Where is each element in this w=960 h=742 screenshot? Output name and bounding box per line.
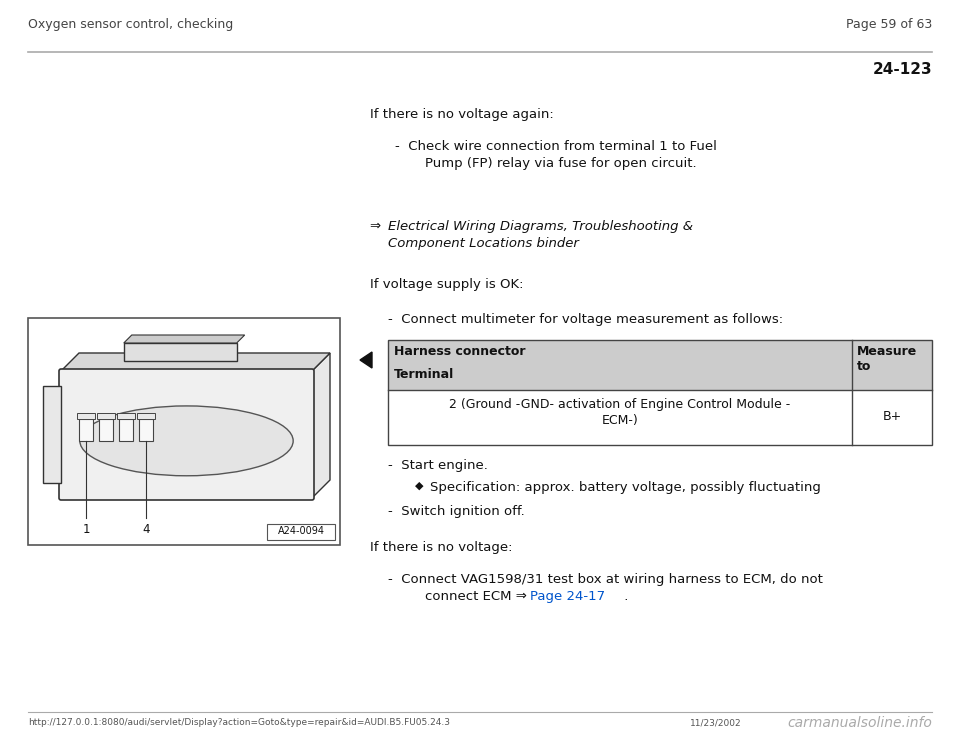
Bar xyxy=(28,318,340,545)
Text: http://127.0.0.1:8080/audi/servlet/Display?action=Goto&type=repair&id=AUDI.B5.FU: http://127.0.0.1:8080/audi/servlet/Displ… xyxy=(28,718,450,727)
Text: -  Connect VAG1598/31 test box at wiring harness to ECM, do not: - Connect VAG1598/31 test box at wiring … xyxy=(388,573,823,586)
Bar xyxy=(43,386,61,483)
Bar xyxy=(117,413,135,419)
Text: to: to xyxy=(857,360,872,373)
Text: Page 24-17: Page 24-17 xyxy=(530,590,605,603)
FancyBboxPatch shape xyxy=(59,369,314,500)
Text: connect ECM ⇒: connect ECM ⇒ xyxy=(425,590,531,603)
Text: If there is no voltage again:: If there is no voltage again: xyxy=(370,108,554,121)
Text: Component Locations binder: Component Locations binder xyxy=(388,237,579,250)
Text: B+: B+ xyxy=(882,410,901,424)
Bar xyxy=(79,419,93,441)
Text: Pump (FP) relay via fuse for open circuit.: Pump (FP) relay via fuse for open circui… xyxy=(425,157,697,170)
Text: Oxygen sensor control, checking: Oxygen sensor control, checking xyxy=(28,18,233,31)
Text: -  Connect multimeter for voltage measurement as follows:: - Connect multimeter for voltage measure… xyxy=(388,313,783,326)
Polygon shape xyxy=(312,353,330,498)
Text: 11/23/2002: 11/23/2002 xyxy=(690,718,742,727)
Text: ECM-): ECM-) xyxy=(602,414,638,427)
Bar xyxy=(267,524,335,540)
Text: Measure: Measure xyxy=(857,345,917,358)
Text: ◆: ◆ xyxy=(415,481,423,491)
Bar xyxy=(139,419,153,441)
Text: .: . xyxy=(620,590,629,603)
Text: 1: 1 xyxy=(83,523,89,536)
Ellipse shape xyxy=(80,406,293,476)
Text: -  Start engine.: - Start engine. xyxy=(388,459,488,472)
Bar xyxy=(119,419,133,441)
Text: Electrical Wiring Diagrams, Troubleshooting &: Electrical Wiring Diagrams, Troubleshoot… xyxy=(388,220,693,233)
Bar xyxy=(77,413,95,419)
Text: 4: 4 xyxy=(142,523,150,536)
Text: Harness connector: Harness connector xyxy=(394,345,525,358)
Bar xyxy=(137,413,155,419)
Polygon shape xyxy=(61,353,330,371)
Text: Terminal: Terminal xyxy=(394,368,454,381)
Text: Page 59 of 63: Page 59 of 63 xyxy=(846,18,932,31)
Text: A24-0094: A24-0094 xyxy=(277,526,324,536)
Text: If there is no voltage:: If there is no voltage: xyxy=(370,541,513,554)
Text: carmanualsoline.info: carmanualsoline.info xyxy=(787,716,932,730)
Bar xyxy=(388,340,932,445)
Text: ⇒: ⇒ xyxy=(370,220,385,233)
Text: Specification: approx. battery voltage, possibly fluctuating: Specification: approx. battery voltage, … xyxy=(430,481,821,494)
Text: 24-123: 24-123 xyxy=(873,62,932,77)
Bar xyxy=(97,413,115,419)
Bar xyxy=(99,419,113,441)
Polygon shape xyxy=(360,352,372,368)
Text: 2 (Ground -GND- activation of Engine Control Module -: 2 (Ground -GND- activation of Engine Con… xyxy=(449,398,791,411)
Bar xyxy=(388,340,932,390)
Text: -  Switch ignition off.: - Switch ignition off. xyxy=(388,505,525,518)
Text: -  Check wire connection from terminal 1 to Fuel: - Check wire connection from terminal 1 … xyxy=(395,140,717,153)
Polygon shape xyxy=(124,335,245,343)
Bar xyxy=(124,343,237,361)
Text: If voltage supply is OK:: If voltage supply is OK: xyxy=(370,278,523,291)
